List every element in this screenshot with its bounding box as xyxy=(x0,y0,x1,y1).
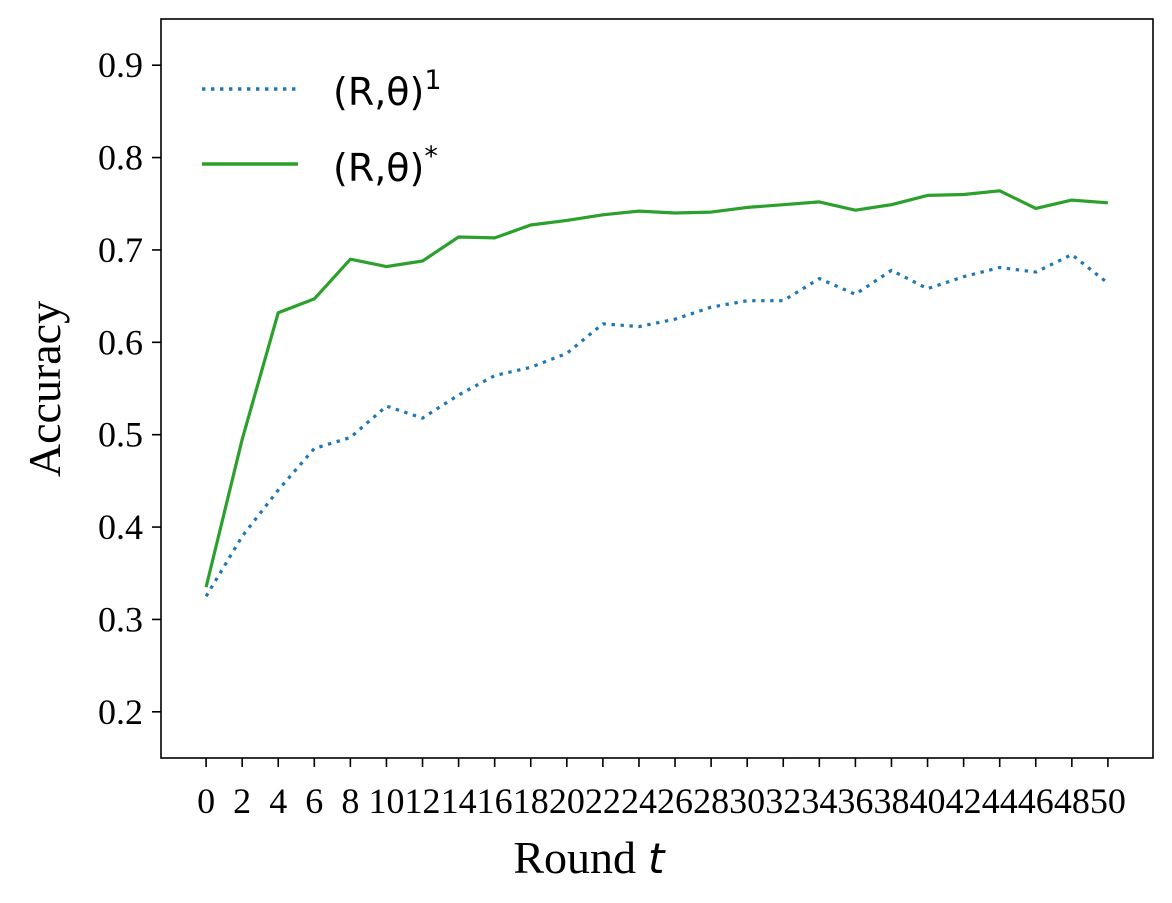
x-tick-label: 36 xyxy=(837,781,873,821)
x-tick-label: 38 xyxy=(873,781,909,821)
x-axis-label-variable: t xyxy=(648,834,666,883)
y-tick-label: 0.8 xyxy=(98,138,143,178)
x-tick-label: 30 xyxy=(729,781,765,821)
x-axis-label: Round xyxy=(513,832,636,883)
x-tick-label: 42 xyxy=(946,781,982,821)
y-tick-label: 0.7 xyxy=(98,230,143,270)
x-tick-label: 14 xyxy=(441,781,477,821)
legend-label-series-1-text: (R,θ) xyxy=(333,70,424,114)
y-axis-label: Accuracy xyxy=(19,301,70,477)
legend: (R,θ)1 (R,θ)* xyxy=(202,65,442,190)
x-tick-label: 46 xyxy=(1018,781,1054,821)
x-tick-label: 8 xyxy=(341,781,359,821)
x-tick-label: 12 xyxy=(405,781,441,821)
x-tick-label: 2 xyxy=(233,781,251,821)
series-line-1 xyxy=(204,253,1109,598)
legend-label-series-2-sup: * xyxy=(424,141,438,172)
y-axis-ticks: 0.2 0.3 0.4 0.5 0.6 0.7 0.8 0.9 xyxy=(98,45,161,732)
legend-label-series-2: (R,θ)* xyxy=(333,141,438,190)
x-tick-label: 20 xyxy=(549,781,585,821)
y-tick-label: 0.3 xyxy=(98,599,143,639)
x-tick-label: 4 xyxy=(269,781,287,821)
x-tick-label: 0 xyxy=(197,781,215,821)
x-tick-label: 16 xyxy=(477,781,513,821)
series-line-2 xyxy=(204,189,1109,588)
legend-label-series-2-text: (R,θ) xyxy=(333,146,424,190)
x-tick-label: 32 xyxy=(765,781,801,821)
x-axis-ticks: 0 2 4 6 8 10 12 14 16 18 20 22 24 26 28 30 32 34 36 38 40 42 4… xyxy=(197,758,1126,821)
y-tick-label: 0.9 xyxy=(98,45,143,85)
x-tick-label: 50 xyxy=(1090,781,1126,821)
y-tick-label: 0.4 xyxy=(98,507,143,547)
x-tick-label: 24 xyxy=(621,781,657,821)
x-tick-label: 26 xyxy=(657,781,693,821)
x-tick-label: 22 xyxy=(585,781,621,821)
y-tick-label: 0.5 xyxy=(98,415,143,455)
axes-frame xyxy=(160,18,1154,759)
x-tick-label: 28 xyxy=(693,781,729,821)
x-tick-label: 40 xyxy=(910,781,946,821)
legend-label-series-1-sup: 1 xyxy=(424,65,441,96)
x-tick-label: 48 xyxy=(1054,781,1090,821)
x-tick-label: 6 xyxy=(305,781,323,821)
x-tick-label: 34 xyxy=(801,781,837,821)
y-tick-label: 0.6 xyxy=(98,322,143,362)
x-tick-label: 18 xyxy=(513,781,549,821)
x-tick-label: 44 xyxy=(982,781,1018,821)
y-tick-label: 0.2 xyxy=(98,692,143,732)
series-layer xyxy=(204,189,1109,598)
legend-label-series-1: (R,θ)1 xyxy=(333,65,442,114)
x-tick-label: 10 xyxy=(368,781,404,821)
